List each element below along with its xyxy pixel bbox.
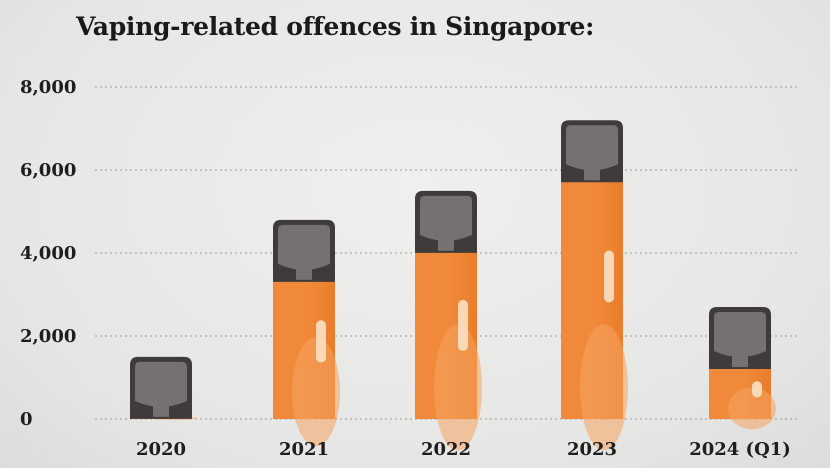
x-tick-label: 2024 (Q1) [689, 439, 791, 460]
y-tick-label: 8,000 [20, 77, 76, 98]
x-tick-label: 2020 [136, 439, 186, 460]
bar-streak [604, 250, 614, 303]
bar-streak [752, 381, 762, 398]
bar-streak [316, 320, 326, 363]
vape-pod-icon [130, 356, 192, 419]
y-tick-label: 2,000 [20, 326, 76, 347]
bar-2023 [561, 120, 628, 451]
y-tick-label: 0 [20, 409, 33, 430]
bar-2022 [415, 190, 482, 451]
bar-2021 [273, 219, 340, 447]
bar-shine [728, 387, 776, 430]
bar-streak [458, 299, 468, 351]
y-tick-label: 4,000 [20, 243, 76, 264]
bar-shine [434, 324, 482, 451]
x-tick-label: 2023 [567, 439, 617, 460]
bar-2020 [130, 356, 197, 420]
y-tick-label: 6,000 [20, 160, 76, 181]
vape-pod-icon [561, 120, 623, 183]
vape-pod-icon [415, 190, 477, 253]
x-tick-label: 2021 [279, 439, 329, 460]
vape-pod-icon [273, 219, 335, 282]
x-tick-label: 2022 [421, 439, 471, 460]
chart-title: Vaping-related offences in Singapore: [76, 12, 595, 41]
bar-2024-Q1 [709, 307, 776, 430]
bar-shine [580, 324, 628, 451]
vape-pod-icon [709, 307, 771, 370]
bar-shine [292, 337, 340, 447]
